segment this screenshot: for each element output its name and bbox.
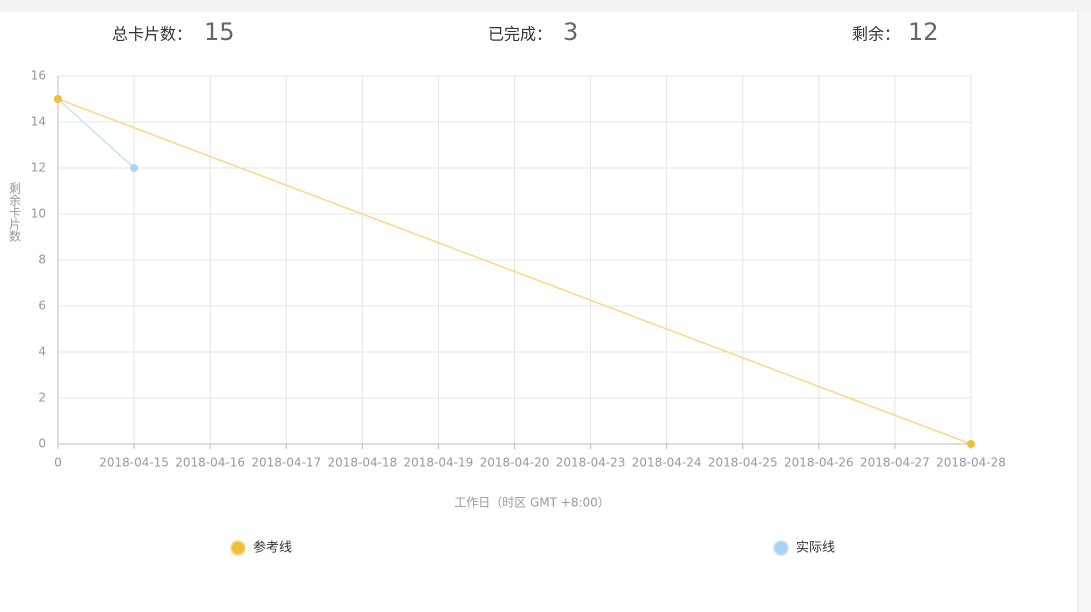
x-tick-label: 2018-04-27 (860, 456, 930, 470)
x-tick-label: 2018-04-23 (556, 456, 626, 470)
x-tick-label: 2018-04-17 (251, 456, 321, 470)
point (54, 95, 62, 103)
x-tick-label: 2018-04-26 (784, 456, 854, 470)
y-tick-label: 6 (38, 299, 46, 313)
y-tick-label: 2 (38, 391, 46, 405)
scrollbar (1078, 12, 1091, 612)
stat-value: 12 (908, 18, 939, 46)
y-tick-label: 14 (31, 115, 46, 129)
y-tick-label: 0 (38, 437, 46, 451)
y-tick-label: 10 (31, 207, 46, 221)
series-line (57, 98, 135, 169)
x-tick-label: 2018-04-28 (936, 456, 1006, 470)
stat-label: 总卡片数： (112, 25, 192, 44)
point (130, 164, 139, 172)
series-line (57, 98, 972, 445)
x-tick-label: 2018-04-25 (708, 456, 778, 470)
x-axis-label: 工作日（时区 GMT +8:00） (454, 496, 610, 510)
legend-label: 实际线 (796, 541, 835, 556)
y-tick-label: 8 (38, 253, 46, 267)
x-tick-label: 2018-04-15 (99, 456, 169, 470)
legend-swatch (230, 540, 246, 556)
x-tick-label: 2018-04-19 (404, 456, 474, 470)
x-tick-label: 0 (54, 456, 62, 470)
y-tick-label: 4 (38, 345, 46, 359)
y-axis-label: 剩余卡片数 (8, 182, 22, 243)
stat-value: 3 (563, 18, 578, 46)
x-tick-label: 2018-04-24 (632, 456, 702, 470)
legend-label: 参考线 (253, 540, 292, 556)
y-tick-label: 16 (31, 69, 46, 83)
stat-value: 15 (204, 18, 235, 46)
stat-label: 剩余： (852, 25, 900, 44)
x-tick-label: 2018-04-20 (480, 456, 550, 470)
point (967, 440, 975, 448)
top-band (0, 0, 1091, 12)
x-tick-label: 2018-04-18 (327, 456, 397, 470)
stat-label: 已完成： (488, 25, 552, 44)
x-tick-label: 2018-04-16 (175, 456, 245, 470)
legend-swatch (773, 540, 789, 556)
y-tick-label: 12 (31, 161, 46, 175)
